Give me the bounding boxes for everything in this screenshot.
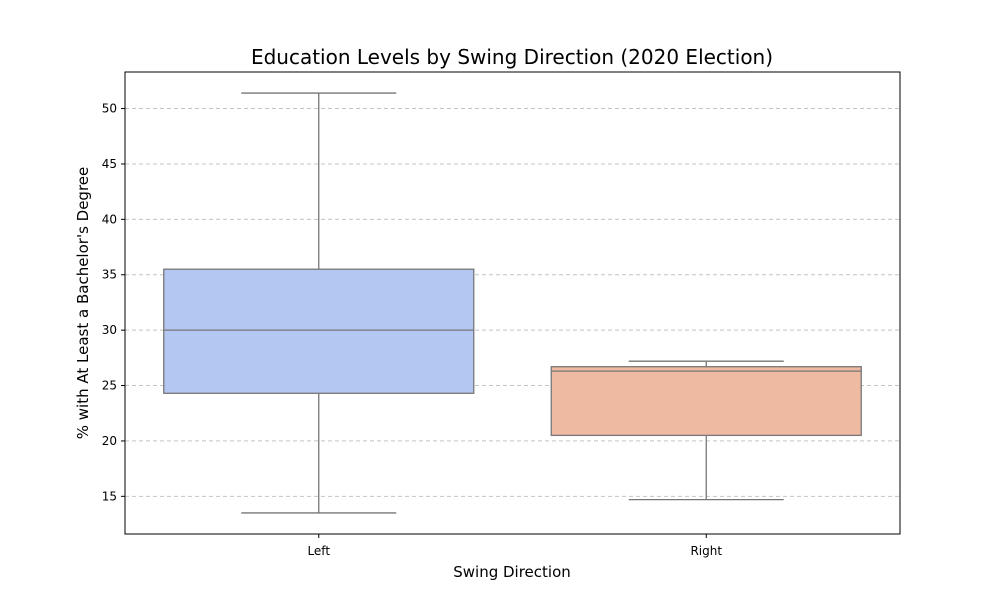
y-tick-label: 35 (102, 268, 117, 282)
y-tick-label: 20 (102, 434, 117, 448)
x-tick-label: Right (690, 544, 722, 558)
y-tick-label: 25 (102, 379, 117, 393)
y-tick-label: 50 (102, 102, 117, 116)
iqr-box (163, 268, 475, 394)
box-right (550, 360, 862, 501)
plot-frame (124, 71, 901, 535)
box-plot-layer (163, 92, 862, 514)
y-axis-label: % with At Least a Bachelor's Degree (74, 167, 92, 439)
x-axis-ticks: Left Right (307, 534, 722, 558)
chart-title: Education Levels by Swing Direction (202… (251, 45, 773, 69)
y-tick-label: 45 (102, 157, 117, 171)
y-tick-label: 30 (102, 323, 117, 337)
iqr-box (550, 366, 862, 437)
y-tick-label: 40 (102, 212, 117, 226)
box-left (163, 92, 475, 514)
x-tick-label: Left (307, 544, 330, 558)
y-tick-label: 15 (102, 489, 117, 503)
y-axis-ticks: 15 20 25 30 35 40 45 50 (102, 102, 125, 503)
x-axis-label: Swing Direction (453, 563, 571, 581)
